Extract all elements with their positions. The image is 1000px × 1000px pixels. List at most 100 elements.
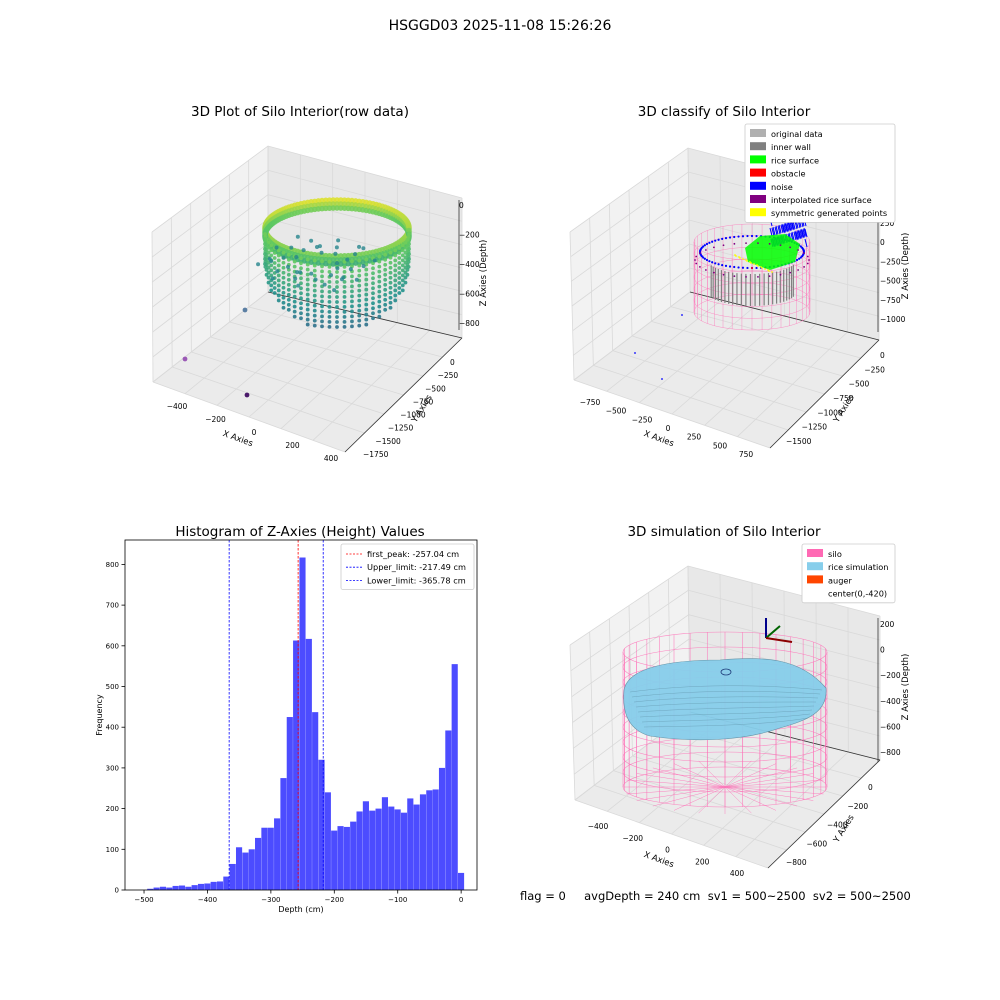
raw-point (388, 280, 393, 285)
cls-interp-point (712, 271, 715, 274)
raw-point (335, 305, 339, 309)
cls-interp-point (733, 242, 736, 245)
raw-point (312, 323, 317, 328)
raw-point (393, 278, 398, 283)
histogram-bar (267, 827, 274, 890)
raw-point (327, 309, 332, 314)
raw-y-tick-label: −1250 (388, 424, 414, 433)
histogram-bar (362, 801, 369, 890)
sim-rice-mesh-line (641, 713, 811, 723)
cls-noise-point (799, 245, 802, 248)
histogram-bar (299, 557, 306, 890)
raw-point (350, 259, 354, 264)
histogram-bar (293, 640, 300, 890)
raw-point (292, 294, 297, 299)
sim-pane-2 (575, 712, 880, 868)
raw-point (371, 276, 375, 281)
raw-x-tick-label: 200 (285, 441, 300, 450)
raw-point (335, 315, 339, 319)
hist-legend-label: first_peak: -257.04 cm (367, 549, 459, 559)
cls-noise-point (793, 231, 797, 241)
cls-y-tick-label: −250 (864, 365, 885, 374)
cls-noise-point (728, 236, 732, 239)
raw-point (357, 323, 362, 328)
histogram-bar (286, 717, 293, 890)
cls-z-tick-label: −1000 (880, 315, 906, 324)
raw-y-tick-label: −1500 (375, 437, 401, 446)
raw-point (377, 294, 382, 299)
raw-point (388, 265, 393, 270)
raw-point (400, 283, 405, 288)
status-footer: flag = 0 avgDepth = 240 cm sv1 = 500~250… (520, 889, 911, 903)
cls-z-tick-label: −250 (880, 257, 901, 266)
raw-point (377, 279, 382, 284)
raw-point (269, 288, 274, 293)
raw-point (407, 232, 411, 236)
sim-silo-floor-spoke (652, 767, 726, 788)
raw-point (397, 261, 402, 265)
raw-point (357, 244, 362, 249)
raw-point (377, 299, 382, 304)
cls-interp-point (699, 252, 701, 254)
raw-point (327, 289, 332, 294)
cls-noise-point (724, 264, 728, 267)
raw-point (388, 250, 393, 255)
raw-point (357, 308, 362, 313)
raw-point (335, 266, 340, 271)
cls-y-tick-label: −500 (849, 380, 870, 389)
raw-point (305, 287, 310, 292)
histogram-x-tick-label: 0 (459, 896, 463, 904)
sim-silo-floor-spoke (724, 786, 777, 811)
cls-noise-point (728, 265, 732, 268)
raw-data-3d-axes: −400 −200 0 200 400 0 −250 −500 −750 −1000 −1250 −1… (151, 145, 489, 463)
raw-point (272, 256, 277, 260)
cls-noise-point (804, 238, 808, 248)
sim-y-tick-label: −200 (848, 802, 869, 811)
raw-point (294, 255, 299, 259)
raw-point (272, 261, 277, 265)
cls-noise-point (787, 221, 791, 231)
raw-point (264, 272, 269, 277)
raw-point (305, 282, 310, 287)
raw-point (286, 264, 291, 269)
raw-point (312, 288, 317, 293)
raw-point (292, 279, 297, 284)
raw-point (281, 305, 286, 310)
raw-z-tick-label: −800 (459, 319, 480, 328)
raw-point (377, 264, 382, 269)
cls-noise-point (801, 229, 805, 239)
cls-interp-point (806, 255, 809, 258)
raw-point (281, 285, 286, 290)
raw-point (275, 269, 280, 274)
raw-outlier-point (244, 392, 250, 398)
raw-point (357, 288, 362, 293)
histogram-bar (274, 818, 281, 890)
cls-interp-point (779, 244, 782, 247)
cls-interp-point (757, 242, 759, 244)
raw-point (377, 284, 382, 289)
raw-point (305, 257, 310, 262)
cls-pane-0 (570, 148, 690, 380)
cls-interp-point (745, 242, 747, 244)
cls-legend-label: original data (771, 129, 823, 139)
sim-silo-floor-spoke (652, 786, 726, 807)
raw-point (342, 304, 347, 309)
raw-point (286, 302, 291, 307)
raw-point (364, 307, 369, 312)
histogram-bar (451, 664, 458, 890)
raw-z-axis-label: Z Axies (Depth) (479, 240, 489, 307)
sim-silo-floor-spoke (724, 763, 777, 788)
cls-interp-point (797, 249, 800, 251)
cls-noise-point (750, 234, 754, 238)
raw-point (335, 261, 339, 265)
raw-point (320, 299, 324, 304)
raw-point (335, 270, 339, 274)
raw-point (388, 260, 393, 265)
raw-point (335, 295, 339, 299)
raw-point (400, 253, 405, 258)
sim-z-tick-label: 200 (880, 620, 895, 629)
histogram-bar (248, 849, 255, 890)
raw-point (397, 246, 402, 250)
cls-symmetric-point (764, 268, 766, 270)
raw-y-tick-label: −750 (413, 397, 434, 406)
